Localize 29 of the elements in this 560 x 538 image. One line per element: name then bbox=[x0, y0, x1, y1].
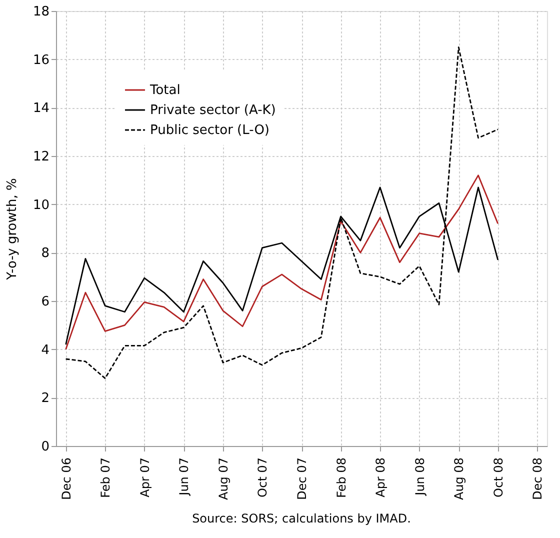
x-tick-label: Feb 07 bbox=[98, 458, 113, 498]
y-tick-label: 18 bbox=[32, 4, 50, 20]
x-tick-label: Jun 08 bbox=[412, 458, 427, 496]
x-tick-label: Dec 08 bbox=[530, 458, 545, 500]
legend-label: Total bbox=[149, 83, 180, 98]
legend-label: Private sector (A-K) bbox=[150, 103, 276, 118]
x-tick-label: Feb 08 bbox=[334, 458, 348, 498]
x-tick-label: Apr 08 bbox=[374, 458, 388, 498]
x-tick-label: Jun 07 bbox=[177, 458, 192, 496]
x-tick-label: Aug 07 bbox=[216, 458, 230, 500]
y-tick-label: 12 bbox=[32, 150, 50, 164]
y-tick-label: 0 bbox=[41, 440, 50, 454]
line-series bbox=[65, 46, 499, 380]
y-axis-title: Y-o-y growth, % bbox=[4, 178, 20, 281]
y-tick-label: 4 bbox=[41, 342, 50, 358]
y-tick-label: 10 bbox=[32, 198, 50, 213]
y-tick-label: 16 bbox=[32, 52, 50, 68]
y-tick-label: 6 bbox=[41, 294, 50, 310]
y-tick-label: 2 bbox=[41, 391, 50, 406]
source-note: Source: SORS; calculations by IMAD. bbox=[192, 512, 411, 526]
x-tick-label: Dec 07 bbox=[295, 458, 309, 500]
x-tick-label: Apr 07 bbox=[138, 458, 152, 498]
x-tick-label: Oct 08 bbox=[491, 458, 506, 498]
x-tick-label: Oct 07 bbox=[256, 458, 270, 498]
y-tick-label: 14 bbox=[32, 101, 50, 116]
legend-label: Public sector (L-O) bbox=[150, 123, 270, 138]
x-tick-label: Dec 06 bbox=[59, 458, 74, 500]
y-tick-label: 8 bbox=[41, 246, 50, 262]
x-tick-label: Aug 08 bbox=[452, 458, 466, 500]
